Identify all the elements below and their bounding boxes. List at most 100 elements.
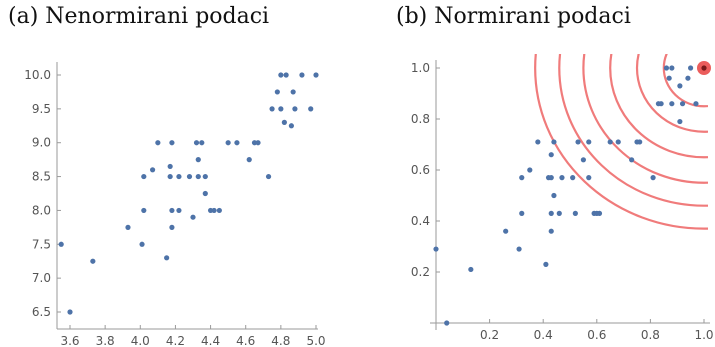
data-point: [246, 157, 252, 163]
distance-arc: [635, 54, 708, 133]
data-point: [149, 167, 156, 173]
data-point: [58, 241, 64, 247]
panel-a-plot: 6.5 7.0 7.5 8.0 8.5 9.0 9.5 10.0 3.6 3.8 4.0 4.2 4.4…: [24, 62, 326, 347]
y-tick-label: 7.5: [32, 237, 51, 251]
x-tick-label: 0.2: [480, 328, 499, 342]
x-tick-label: 4.0: [131, 334, 150, 347]
data-point: [548, 228, 554, 234]
panel-a-title: (a) Nenormirani podaci: [8, 4, 270, 29]
data-point: [274, 89, 280, 95]
data-point: [548, 175, 554, 181]
data-point: [269, 106, 275, 112]
data-point: [164, 255, 170, 261]
data-point: [503, 228, 509, 234]
data-point: [570, 175, 576, 181]
x-tick-label: 0.8: [641, 328, 660, 342]
data-point: [468, 266, 474, 273]
data-point: [216, 207, 222, 214]
data-point: [551, 192, 557, 199]
data-point: [658, 101, 664, 107]
panel-b-plot: 0.2 0.4 0.6 0.8 1.0 0.2 0.4 0.6 0.8 1.0: [411, 54, 714, 342]
data-point: [169, 224, 175, 230]
data-point: [688, 65, 694, 71]
data-point: [190, 214, 196, 220]
data-point: [666, 75, 672, 81]
data-point: [155, 140, 161, 146]
data-point: [663, 65, 670, 71]
data-point: [669, 65, 675, 71]
data-point: [176, 173, 182, 180]
data-point: [548, 210, 554, 216]
y-tick-label: 0.6: [411, 163, 430, 177]
data-point: [176, 207, 182, 214]
query-point: [701, 65, 707, 71]
data-point: [575, 139, 581, 145]
data-point: [607, 139, 613, 145]
y-tick-label: 8.0: [32, 203, 51, 217]
data-point: [169, 140, 175, 146]
y-tick-label: 7.0: [32, 271, 51, 285]
data-point: [202, 173, 208, 180]
data-point: [548, 152, 554, 158]
data-point: [677, 83, 683, 89]
x-tick-label: 5.0: [306, 334, 325, 347]
distance-arc: [609, 54, 708, 159]
data-point: [637, 139, 643, 145]
data-point: [669, 101, 675, 107]
x-tick-label: 0.6: [587, 328, 606, 342]
y-tick-label: 0.8: [411, 112, 430, 126]
x-tick-label: 1.0: [694, 328, 713, 342]
data-point: [543, 261, 549, 267]
data-point: [186, 173, 193, 180]
data-point: [169, 207, 175, 214]
x-tick-label: 3.8: [96, 334, 115, 347]
data-point: [290, 89, 296, 95]
data-point: [167, 173, 173, 180]
data-point: [650, 175, 656, 181]
data-point: [255, 140, 261, 146]
distance-arc: [534, 54, 708, 230]
data-point: [444, 320, 450, 326]
data-point: [516, 246, 522, 252]
data-point: [519, 175, 525, 181]
data-point: [313, 72, 319, 78]
data-point: [234, 140, 240, 146]
data-point: [139, 241, 145, 247]
data-point: [278, 72, 284, 78]
data-point: [693, 101, 699, 107]
y-tick-label: 9.0: [32, 136, 51, 150]
data-point: [677, 118, 683, 125]
data-point: [211, 207, 217, 214]
data-point: [308, 106, 314, 112]
data-point: [195, 157, 201, 163]
data-point: [586, 175, 592, 181]
data-point: [225, 140, 231, 146]
y-tick-label: 9.5: [32, 102, 51, 116]
distance-arc: [662, 54, 708, 108]
x-tick-label: 3.6: [60, 334, 79, 347]
x-tick-label: 4.8: [271, 334, 290, 347]
y-tick-label: 0.2: [411, 265, 430, 279]
y-tick-label: 0.4: [411, 214, 430, 228]
data-point: [141, 207, 147, 214]
data-point: [283, 72, 289, 78]
data-point: [586, 139, 592, 145]
x-tick-label: 0.4: [534, 328, 553, 342]
y-tick-label: 10.0: [24, 68, 51, 82]
panel-b-title: (b) Normirani podaci: [396, 4, 631, 29]
data-point: [141, 173, 147, 180]
data-point: [685, 75, 691, 81]
data-point: [572, 210, 578, 216]
data-point: [278, 106, 284, 112]
data-point: [167, 163, 173, 170]
data-point: [288, 123, 294, 129]
y-tick-label: 8.5: [32, 170, 51, 184]
data-point: [615, 139, 621, 145]
data-point: [195, 173, 201, 180]
y-tick-label: 1.0: [411, 61, 430, 75]
x-tick-label: 4.6: [236, 334, 255, 347]
distance-arcs: [534, 54, 708, 230]
data-point: [551, 139, 557, 145]
data-point: [580, 157, 587, 163]
